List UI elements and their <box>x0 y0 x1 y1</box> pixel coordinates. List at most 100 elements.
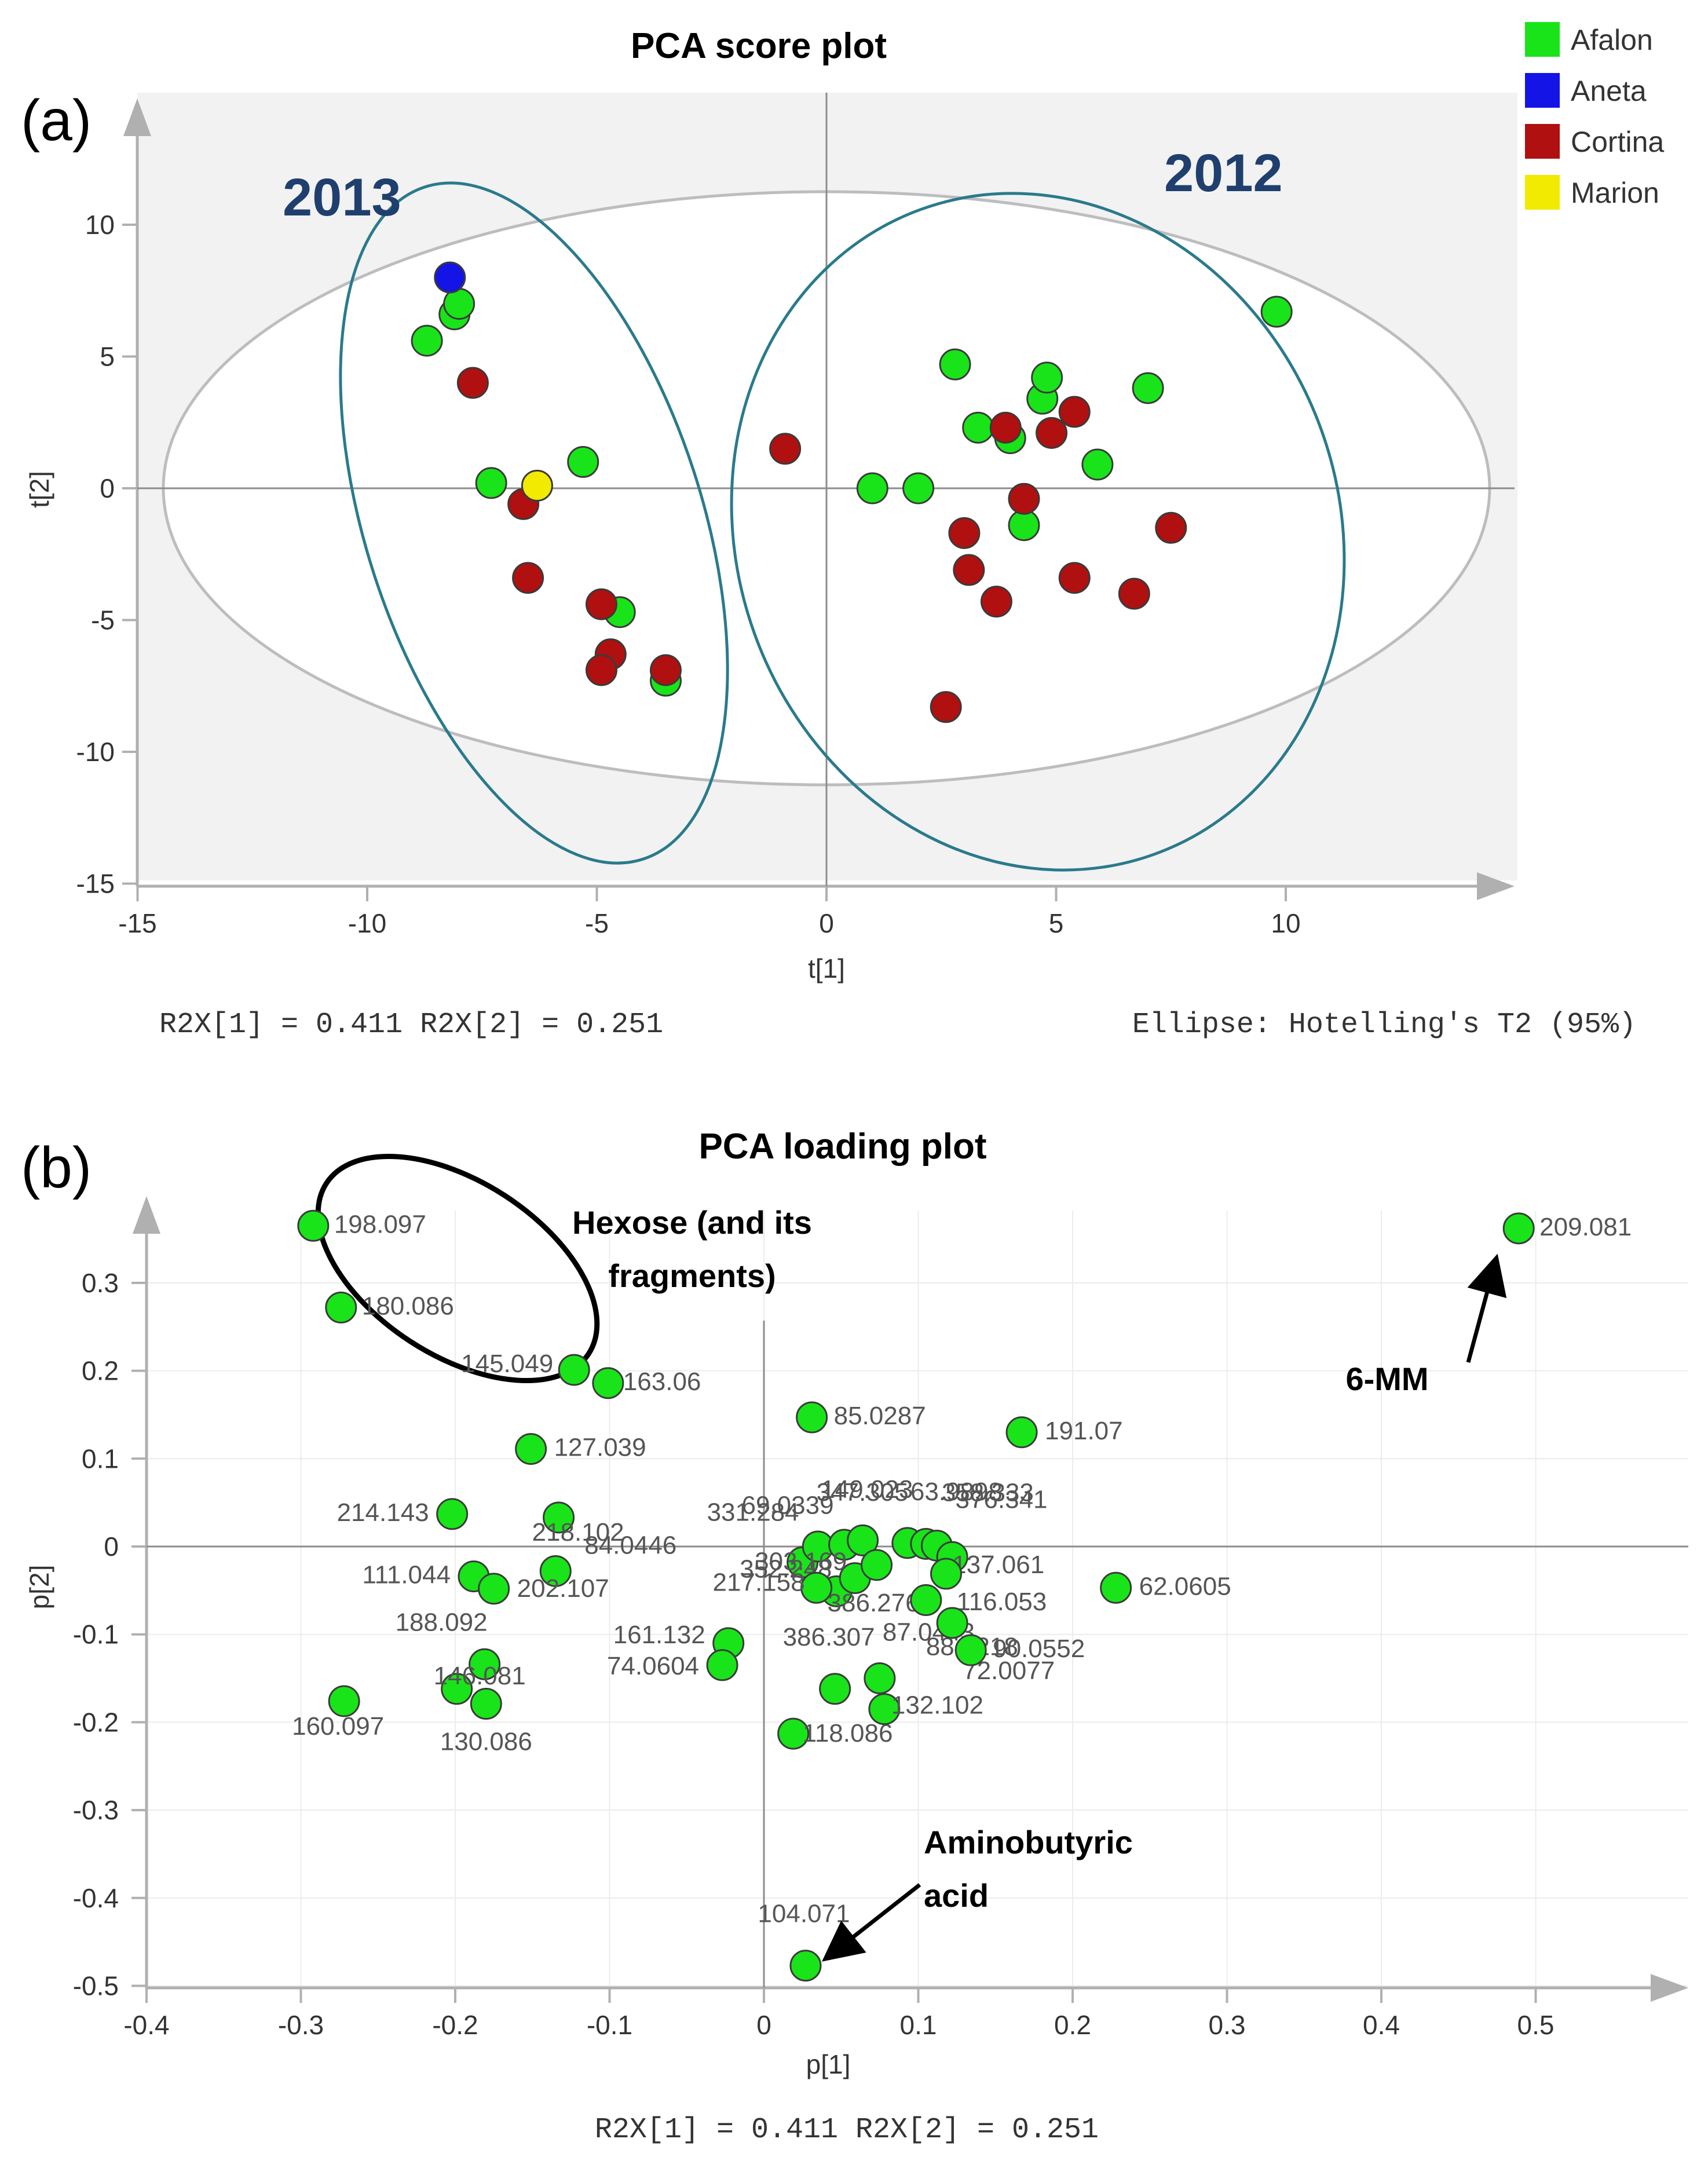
loading-point <box>910 1584 942 1617</box>
loading-point-label: 62.0605 <box>1139 1572 1231 1600</box>
loading-x-tick-label: 0 <box>756 2010 771 2040</box>
score-point-afalon <box>902 472 935 504</box>
annotation-6mm: 6-MM <box>1345 1361 1428 1397</box>
score-x-tick-label: -15 <box>118 908 156 938</box>
loading-point <box>847 1524 879 1556</box>
annotation-aminobutyric-line1: Aminobutyric <box>924 1824 1133 1860</box>
legend-swatch-marion <box>1525 175 1560 210</box>
loading-plot-title: PCA loading plot <box>698 1127 986 1167</box>
loading-point <box>777 1717 810 1750</box>
loading-point <box>954 1634 987 1666</box>
score-point-cortina <box>930 691 962 723</box>
score-point-afalon <box>856 472 888 504</box>
loading-x-tick-label: -0.2 <box>432 2010 478 2040</box>
legend-label-aneta: Aneta <box>1571 75 1647 107</box>
score-point-cortina <box>989 411 1022 444</box>
loading-point-label: 116.053 <box>956 1588 1047 1616</box>
score-point-cortina <box>585 588 617 620</box>
loading-point <box>796 1401 828 1434</box>
loading-point-label: 188.092 <box>396 1608 488 1636</box>
loading-point-label: 149.023 <box>821 1475 913 1504</box>
loading-x-axis-arrow <box>1651 1974 1688 2002</box>
loading-y-tick-label: 0.1 <box>82 1443 119 1474</box>
loading-point <box>478 1573 510 1605</box>
score-x-tick-label: -5 <box>585 908 609 938</box>
loading-point-label: 202.107 <box>517 1574 609 1603</box>
score-point-cortina <box>1036 416 1068 449</box>
legend-swatch-cortina <box>1525 124 1560 159</box>
score-y-tick-label: 5 <box>100 342 115 372</box>
legend-label-cortina: Cortina <box>1571 126 1664 158</box>
loading-point <box>861 1549 893 1581</box>
loading-point <box>470 1688 502 1720</box>
score-y-axis-arrow <box>123 98 151 136</box>
loading-x-tick-label: 0.5 <box>1517 2010 1555 2040</box>
loading-point-label: 90.0552 <box>993 1635 1085 1663</box>
score-x-axis-label: t[1] <box>808 953 845 984</box>
loading-point <box>325 1291 357 1324</box>
annotation-hexose-line2: fragments) <box>608 1257 776 1294</box>
legend-swatch-aneta <box>1525 73 1560 108</box>
score-point-cortina <box>649 654 682 686</box>
loading-point <box>469 1648 501 1680</box>
loading-point <box>441 1673 473 1705</box>
loading-point-label: 180.086 <box>362 1292 454 1320</box>
score-x-tick-label: 0 <box>819 908 834 938</box>
score-tick-labels: -15 -10 -5 0 5 10 10 5 0 -5 -10 -15 <box>76 210 1301 938</box>
loading-point <box>1502 1212 1535 1245</box>
loading-y-tick-label: 0.3 <box>82 1268 119 1298</box>
score-y-tick-label: 10 <box>85 210 115 240</box>
score-point-afalon <box>411 324 443 357</box>
loading-point <box>328 1685 360 1717</box>
loading-point-label: 191.07 <box>1045 1417 1123 1445</box>
loading-point <box>592 1367 624 1399</box>
score-point-cortina <box>1008 482 1040 515</box>
loading-point <box>515 1433 547 1465</box>
legend-label-marion: Marion <box>1571 177 1659 209</box>
score-point-cortina <box>585 654 617 686</box>
loading-x-tick-label: 0.2 <box>1054 2010 1091 2040</box>
loading-point-label: 217.158 <box>713 1568 805 1596</box>
score-x-tick-label: -10 <box>348 908 386 938</box>
loading-plot-panel: (b) PCA loading plot -0.4 -0.3 -0.2 -0.1 0 0.… <box>21 1127 1693 2147</box>
score-point-aneta <box>434 261 466 294</box>
score-point-marion <box>521 469 553 502</box>
score-point-afalon <box>939 348 971 381</box>
loading-point-label: 111.044 <box>362 1561 451 1589</box>
loading-y-tick-label: 0.2 <box>82 1356 119 1386</box>
score-y-tick-label: 0 <box>100 473 115 503</box>
loading-point-label: 218.102 <box>532 1518 624 1547</box>
score-point-afalon <box>1081 448 1114 481</box>
loading-point-label: 163.06 <box>623 1368 701 1396</box>
loading-y-axis-arrow <box>133 1196 160 1234</box>
loading-y-axis-label: p[2] <box>24 1565 54 1610</box>
loading-x-tick-label: 0.3 <box>1209 2010 1246 2040</box>
loading-point-label: 104.071 <box>758 1900 850 1928</box>
score-tick-marks <box>122 224 1287 901</box>
loading-x-tick-label: -0.1 <box>587 2010 632 2040</box>
score-x-axis-arrow <box>1477 872 1515 900</box>
loading-point-label: 358.333 <box>942 1478 1034 1507</box>
score-y-axis-label: t[2] <box>24 471 54 508</box>
loading-tick-marks <box>131 1281 1537 2003</box>
group-label-2013: 2013 <box>283 168 401 227</box>
loading-y-tick-label: -0.4 <box>73 1883 119 1913</box>
loading-point-label: 214.143 <box>337 1498 429 1527</box>
loading-point-label: 146.081 <box>434 1662 526 1690</box>
loading-point-label: 85.0287 <box>834 1402 926 1430</box>
score-r2x-footer: R2X[1] = 0.411 R2X[2] = 0.251 <box>159 1008 663 1041</box>
loading-point <box>864 1662 896 1695</box>
score-point-cortina <box>948 517 981 549</box>
hexose-group-ellipse <box>315 1153 600 1384</box>
loading-point <box>543 1501 575 1534</box>
loading-y-tick-label: -0.2 <box>73 1707 119 1737</box>
loading-point-label: 63.9898 <box>910 1478 1003 1506</box>
loading-point-label: 84.0446 <box>584 1531 676 1559</box>
loading-point-label: 130.086 <box>440 1728 532 1756</box>
cluster-2013-ellipse <box>339 181 729 865</box>
loading-point-label: 198.097 <box>334 1210 426 1238</box>
loading-point <box>539 1555 572 1587</box>
annotation-6mm-arrow <box>1466 1253 1507 1363</box>
loading-point <box>706 1649 738 1681</box>
score-point-afalon <box>1132 372 1164 404</box>
